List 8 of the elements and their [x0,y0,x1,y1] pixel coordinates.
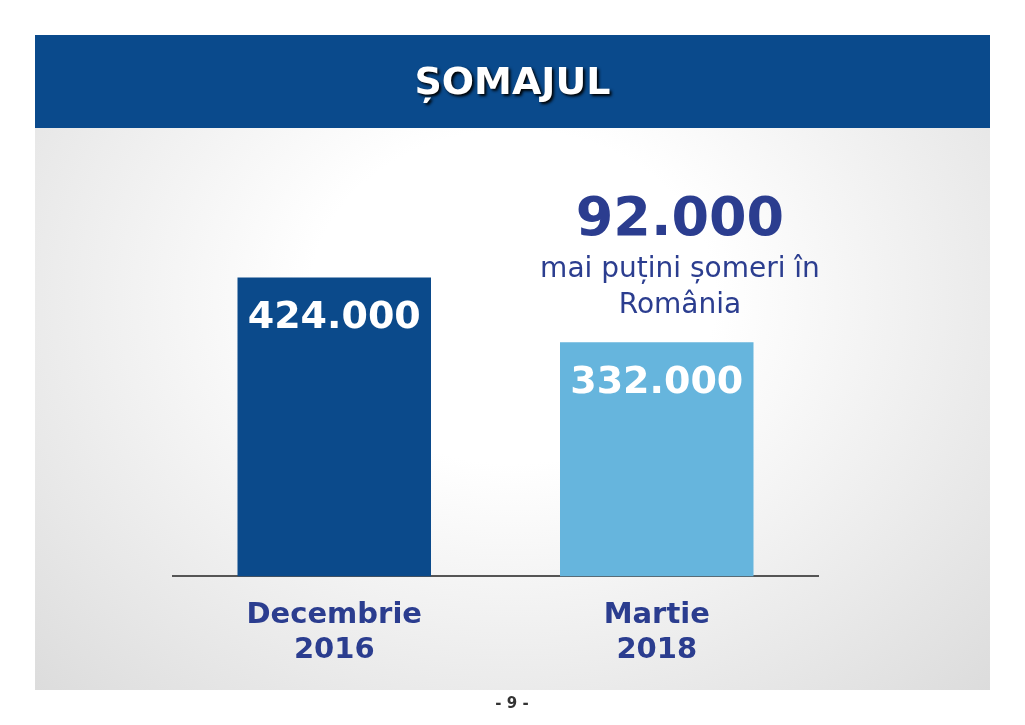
text: - 9 - [494,694,530,712]
data-label: 424.000 [247,293,421,338]
x-tick-label: Decembrie 2016 [246,596,422,666]
chart-title: ȘOMAJUL [35,35,990,128]
x-tick-label: Martie 2018 [603,596,710,666]
annotation: mai puțini șomeri în România [539,250,821,322]
data-label: 332.000 [570,358,744,403]
text: 92.000 [574,185,786,248]
